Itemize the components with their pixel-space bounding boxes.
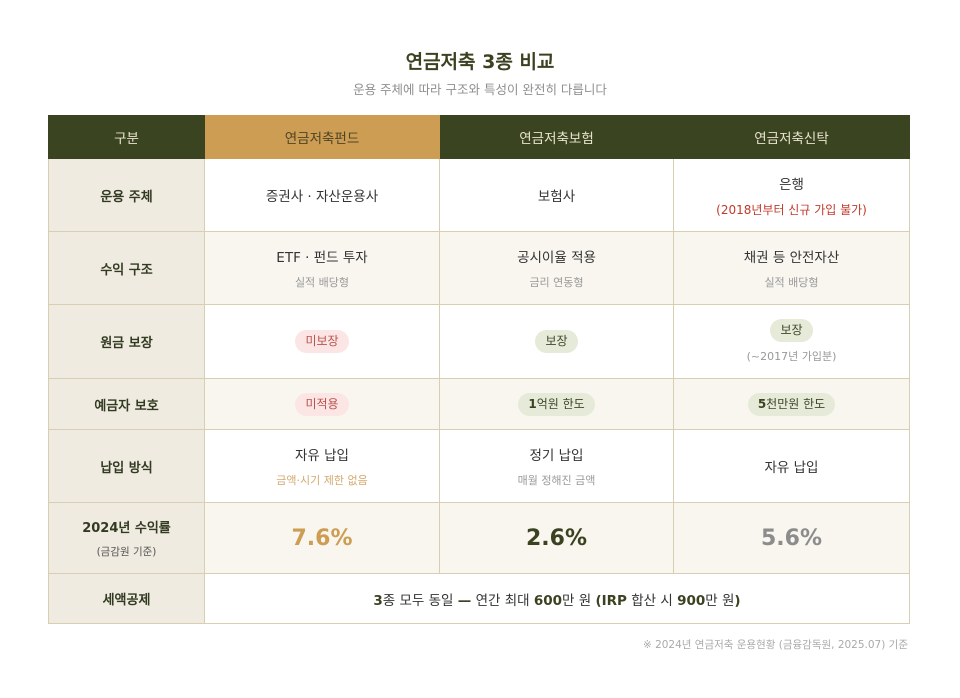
- cell-main-text: 자유 납입: [764, 460, 819, 476]
- row-label: 2024년 수익률 (금감원 기준): [48, 502, 205, 574]
- tax-credit-text: 3종 모두 동일 — 연간 최대 600만 원 (IRP 합산 시 900만 원…: [373, 593, 740, 609]
- column-header-fund: 연금저축펀드: [204, 115, 440, 159]
- cell-note: (~2017년 가입분): [746, 350, 837, 363]
- cell-trust-return-structure: 채권 등 안전자산 실적 배당형: [673, 231, 910, 305]
- cell-trust-principal: 보장 (~2017년 가입분): [673, 304, 910, 379]
- return-value: 7.6%: [291, 525, 353, 551]
- status-badge-negative: 미보장: [295, 330, 349, 353]
- cell-note: 실적 배당형: [764, 276, 819, 289]
- row-label: 수익 구조: [48, 231, 205, 305]
- cell-insurance-return-structure: 공시이율 적용 금리 연동형: [439, 231, 674, 305]
- cell-main-text: 보험사: [537, 189, 576, 205]
- badge-text: 천만원 한도: [766, 396, 826, 411]
- status-badge-positive: 보장: [770, 319, 813, 342]
- cell-insurance-return: 2.6%: [439, 502, 674, 574]
- row-label-main: 2024년 수익률: [82, 521, 171, 536]
- cell-trust-depositor: 5천만원 한도: [673, 378, 910, 430]
- cell-trust-payment: 자유 납입: [673, 429, 910, 503]
- table-row-return-structure: 수익 구조 ETF · 펀드 투자 실적 배당형 공시이율 적용 금리 연동형 …: [48, 231, 910, 305]
- cell-main-text: ETF · 펀드 투자: [276, 250, 368, 266]
- cell-insurance-depositor: 1억원 한도: [439, 378, 674, 430]
- row-label: 운용 주체: [48, 158, 205, 232]
- cell-fund-payment: 자유 납입 금액·시기 제한 없음: [204, 429, 440, 503]
- cell-note: 금액·시기 제한 없음: [276, 474, 368, 487]
- table-row-depositor-protection: 예금자 보호 미적용 1억원 한도 5천만원 한도: [48, 378, 910, 430]
- column-header-trust: 연금저축신탁: [673, 115, 910, 159]
- cell-trust-operator: 은행 (2018년부터 신규 가입 불가): [673, 158, 910, 232]
- tax-number: 900: [677, 592, 706, 609]
- cell-fund-principal: 미보장: [204, 304, 440, 379]
- tax-number: 3: [373, 592, 383, 609]
- badge-number: 1: [528, 396, 537, 411]
- status-badge-negative: 미적용: [295, 392, 349, 416]
- tax-irp: (IRP: [595, 592, 627, 609]
- tax-text: 합산 시: [626, 592, 678, 609]
- cell-main-text: 은행: [779, 176, 804, 193]
- tax-paren: ): [734, 592, 741, 609]
- cell-main-text: 정기 납입: [529, 448, 584, 464]
- tax-text: 만 원: [562, 592, 596, 609]
- table-row-operator: 운용 주체 증권사 · 자산운용사 보험사 은행 (2018년부터 신규 가입 …: [48, 158, 910, 232]
- page-title: 연금저축 3종 비교: [405, 51, 555, 73]
- cell-insurance-principal: 보장: [439, 304, 674, 379]
- cell-fund-depositor: 미적용: [204, 378, 440, 430]
- badge-text: 억원 한도: [536, 396, 585, 411]
- cell-note: 금리 연동형: [529, 276, 584, 289]
- cell-fund-return: 7.6%: [204, 502, 440, 574]
- badge-number: 5: [757, 396, 767, 411]
- source-footnote: ※ 2024년 연금저축 운용현황 (금융감독원, 2025.07) 기준: [642, 639, 908, 651]
- tax-text: 만 원: [705, 592, 735, 609]
- column-header-insurance: 연금저축보험: [439, 115, 674, 159]
- cell-note: 실적 배당형: [294, 276, 350, 289]
- cell-note: 매월 정해진 금액: [517, 474, 596, 487]
- tax-dash: —: [457, 592, 472, 609]
- cell-fund-return-structure: ETF · 펀드 투자 실적 배당형: [204, 231, 440, 305]
- status-badge-positive: 5천만원 한도: [747, 392, 836, 416]
- column-header-category: 구분: [48, 115, 205, 159]
- row-label: 납입 방식: [48, 429, 205, 503]
- tax-text: 연간 최대: [471, 592, 534, 609]
- tax-text: 종 모두 동일: [382, 592, 458, 609]
- cell-main-text: 채권 등 안전자산: [743, 250, 840, 266]
- cell-tax-credit: 3종 모두 동일 — 연간 최대 600만 원 (IRP 합산 시 900만 원…: [204, 573, 910, 624]
- page-subtitle: 운용 주체에 따라 구조와 특성이 완전히 다릅니다: [353, 82, 607, 97]
- comparison-table: 구분 연금저축펀드 연금저축보험 연금저축신탁 운용 주체 증권사 · 자산운용…: [48, 115, 910, 624]
- table-row-return-2024: 2024년 수익률 (금감원 기준) 7.6% 2.6% 5.6%: [48, 502, 910, 574]
- table-header-row: 구분 연금저축펀드 연금저축보험 연금저축신탁: [48, 115, 910, 159]
- cell-insurance-payment: 정기 납입 매월 정해진 금액: [439, 429, 674, 503]
- cell-fund-operator: 증권사 · 자산운용사: [204, 158, 440, 232]
- row-label: 원금 보장: [48, 304, 205, 379]
- cell-main-text: 증권사 · 자산운용사: [265, 189, 379, 205]
- row-label-sub: (금감원 기준): [96, 546, 157, 558]
- row-label: 세액공제: [48, 573, 205, 624]
- status-badge-positive: 1억원 한도: [518, 392, 595, 416]
- cell-insurance-operator: 보험사: [439, 158, 674, 232]
- table-row-principal-guarantee: 원금 보장 미보장 보장 보장 (~2017년 가입분): [48, 304, 910, 379]
- return-value: 2.6%: [525, 525, 587, 551]
- cell-main-text: 자유 납입: [295, 448, 349, 464]
- cell-trust-return: 5.6%: [673, 502, 910, 574]
- status-badge-positive: 보장: [535, 330, 578, 353]
- table-row-payment-method: 납입 방식 자유 납입 금액·시기 제한 없음 정기 납입 매월 정해진 금액 …: [48, 429, 910, 503]
- tax-number: 600: [533, 592, 563, 609]
- return-value: 5.6%: [760, 525, 822, 551]
- cell-main-text: 공시이율 적용: [517, 250, 596, 266]
- warning-note: (2018년부터 신규 가입 불가): [716, 202, 867, 217]
- row-label: 예금자 보호: [48, 378, 205, 430]
- table-row-tax-credit: 세액공제 3종 모두 동일 — 연간 최대 600만 원 (IRP 합산 시 9…: [48, 573, 910, 624]
